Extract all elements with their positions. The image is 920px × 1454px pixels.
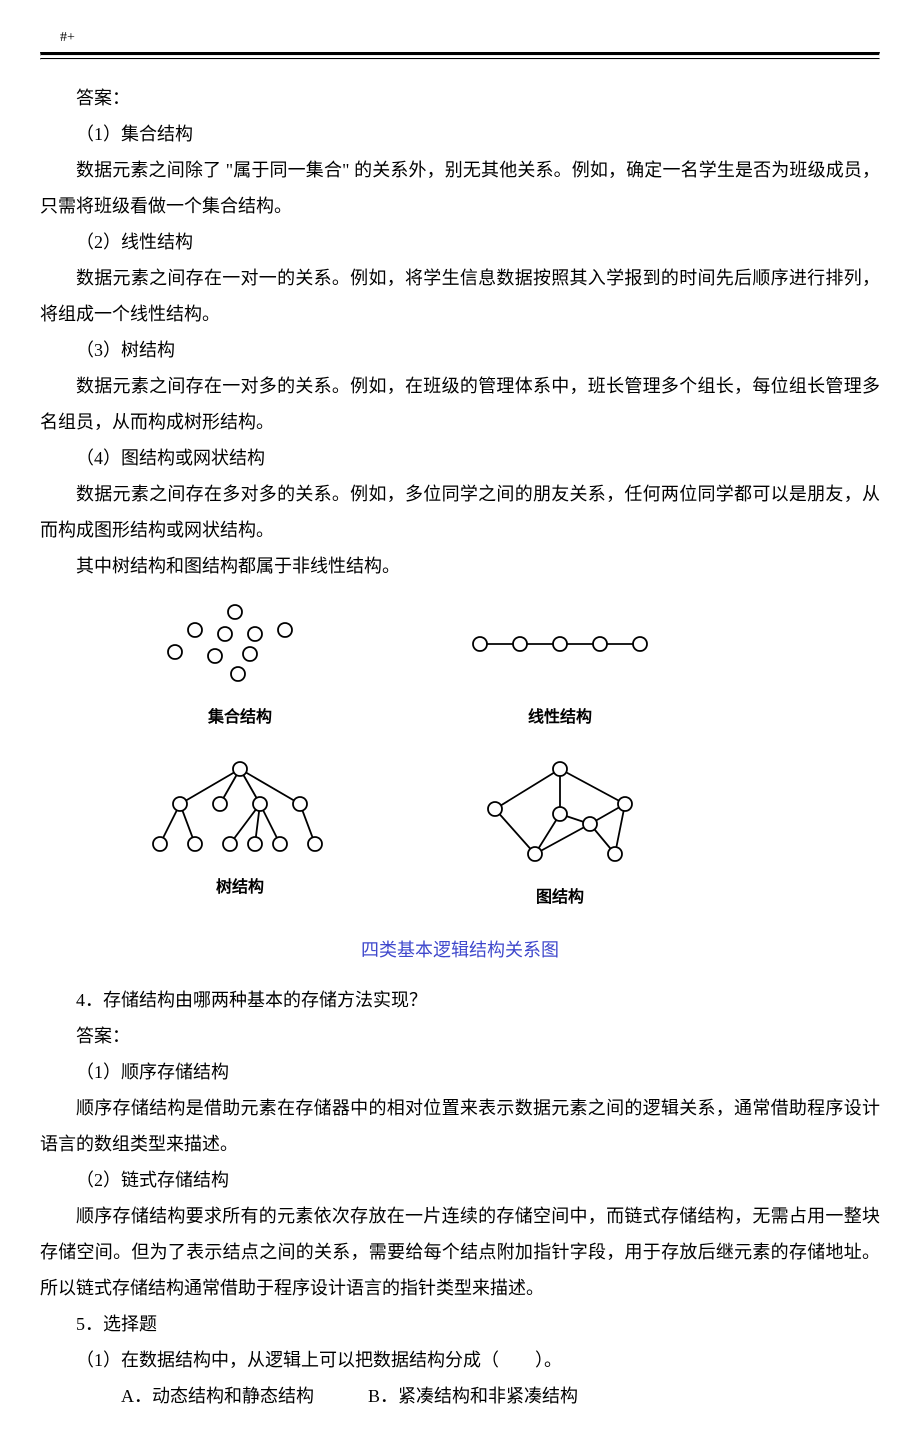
diagram-tree: 树结构: [110, 754, 370, 914]
q4-s2-body: 顺序存储结构要求所有的元素依次存放在一片连续的存储空间中，而链式存储结构，无需占…: [40, 1198, 880, 1306]
diagram-grid: 集合结构 线性结构 树结构 图结构: [110, 594, 880, 914]
answer-label: 答案：: [40, 80, 880, 116]
section-3-title: （3）树结构: [40, 332, 880, 368]
section-3-body: 数据元素之间存在一对多的关系。例如，在班级的管理体系中，班长管理多个组长，每位组…: [40, 368, 880, 440]
rule-thick: [40, 52, 880, 56]
q5: 5．选择题: [40, 1306, 880, 1342]
linear-diagram-label: 线性结构: [528, 702, 592, 734]
diagram-caption: 四类基本逻辑结构关系图: [40, 932, 880, 968]
q4-s2-title: （2）链式存储结构: [40, 1162, 880, 1198]
q4-answer-label: 答案：: [40, 1018, 880, 1054]
tree-diagram-svg: [140, 754, 340, 864]
page-root: #+ 答案： （1）集合结构 数据元素之间除了 "属于同一集合" 的关系外，别无…: [0, 0, 920, 1454]
section-4-body: 数据元素之间存在多对多的关系。例如，多位同学之间的朋友关系，任何两位同学都可以是…: [40, 476, 880, 548]
section-2-title: （2）线性结构: [40, 224, 880, 260]
content-body: 答案： （1）集合结构 数据元素之间除了 "属于同一集合" 的关系外，别无其他关…: [40, 80, 880, 1414]
section-1-title: （1）集合结构: [40, 116, 880, 152]
section-2-body: 数据元素之间存在一对一的关系。例如，将学生信息数据按照其入学报到的时间先后顺序进…: [40, 260, 880, 332]
set-diagram-label: 集合结构: [208, 702, 272, 734]
section-4-title: （4）图结构或网状结构: [40, 440, 880, 476]
tree-diagram-label: 树结构: [216, 872, 264, 904]
section-1-body: 数据元素之间除了 "属于同一集合" 的关系外，别无其他关系。例如，确定一名学生是…: [40, 152, 880, 224]
set-diagram-svg: [140, 594, 340, 694]
q4-s1-body: 顺序存储结构是借助元素在存储器中的相对位置来表示数据元素之间的逻辑关系，通常借助…: [40, 1090, 880, 1162]
graph-diagram-label: 图结构: [536, 882, 584, 914]
diagram-set: 集合结构: [110, 594, 370, 734]
diagram-graph: 图结构: [430, 754, 690, 914]
graph-diagram-svg: [460, 754, 660, 874]
q5-1: （1）在数据结构中，从逻辑上可以把数据结构分成（ ）。: [40, 1342, 880, 1378]
q4-s1-title: （1）顺序存储结构: [40, 1054, 880, 1090]
nonlinear-note: 其中树结构和图结构都属于非线性结构。: [40, 548, 880, 584]
q5-1-options: A．动态结构和静态结构 B．紧凑结构和非紧凑结构: [121, 1378, 880, 1414]
rule-thin: [40, 58, 880, 60]
diagram-linear: 线性结构: [430, 594, 690, 734]
header-mark: #+: [60, 30, 880, 46]
q4: 4．存储结构由哪两种基本的存储方法实现？: [40, 982, 880, 1018]
linear-diagram-svg: [460, 594, 660, 694]
